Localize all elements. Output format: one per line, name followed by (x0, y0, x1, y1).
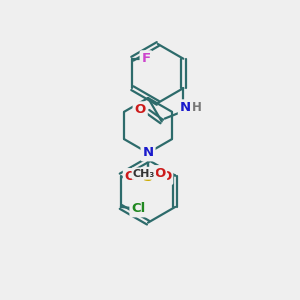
Text: O: O (134, 103, 146, 116)
Text: O: O (160, 170, 171, 183)
Text: H: H (192, 101, 202, 114)
Text: N: N (142, 146, 154, 159)
Text: S: S (143, 169, 153, 184)
Text: Cl: Cl (131, 202, 146, 215)
Text: CH₃: CH₃ (133, 169, 155, 178)
Text: F: F (142, 52, 151, 65)
Text: O: O (154, 167, 165, 180)
Text: O: O (125, 170, 136, 183)
Text: N: N (180, 101, 191, 114)
